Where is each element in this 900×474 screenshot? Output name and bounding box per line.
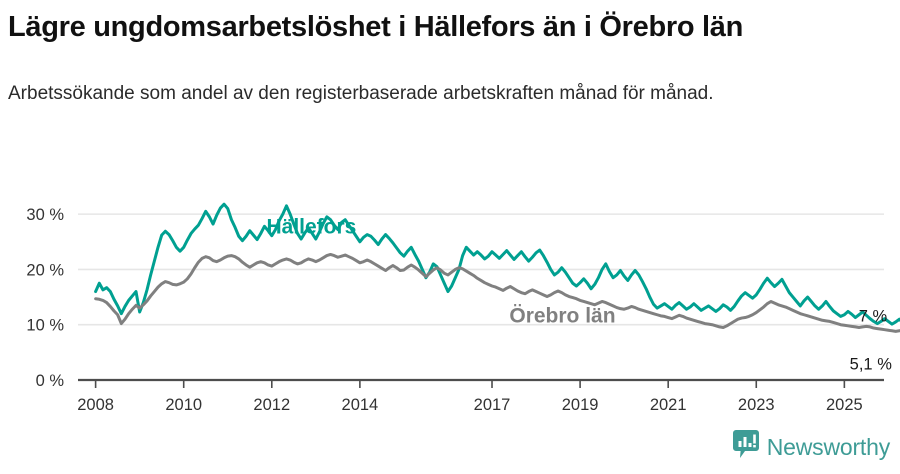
series-label-annotation: Örebro län (509, 304, 615, 327)
x-axis-tick-label: 2023 (738, 396, 775, 414)
x-axis-labels: 2008 2010 2012 2014 2017 2019 2021 2023 2025 (77, 396, 862, 414)
gridlines (78, 213, 884, 326)
y-axis-tick-label: 10 % (26, 317, 64, 335)
y-axis-labels: 0 % 10 % 20 % 30 % (26, 206, 64, 390)
x-axis-tick-label: 2008 (77, 396, 114, 414)
x-axis (78, 378, 884, 388)
x-axis-tick-label: 2021 (650, 396, 687, 414)
x-axis-tick-label: 2010 (165, 396, 202, 414)
x-axis-tick-label: 2014 (342, 396, 379, 414)
chart-container: 0 % 10 % 20 % 30 % 2008 2010 2012 2014 2017 2019… (0, 180, 900, 420)
brand-name: Newsworthy (766, 433, 890, 460)
bar-chart-bubble-icon (732, 430, 759, 464)
value-annotation: 5,1 % (850, 355, 893, 373)
x-axis-tick-label: 2017 (474, 396, 511, 414)
page-title: Lägre ungdomsarbetslöshet i Hällefors än… (8, 11, 744, 43)
brand-footer: Newsworthy (732, 430, 890, 464)
series-lines (94, 202, 900, 333)
y-axis-tick-label: 20 % (26, 261, 64, 279)
x-axis-tick-label: 2012 (253, 396, 290, 414)
y-axis-tick-label: 30 % (26, 206, 64, 224)
chart-annotations: Hällefors Örebro län 7 % 5,1 % (266, 215, 892, 373)
x-axis-tick-label: 2025 (826, 396, 863, 414)
value-annotation: 7 % (859, 307, 888, 325)
series-line-orebro-lan (94, 252, 900, 333)
series-line-hallefors (94, 202, 900, 326)
line-chart: 0 % 10 % 20 % 30 % 2008 2010 2012 2014 2017 2019… (26, 202, 900, 414)
y-axis-tick-label: 0 % (36, 372, 65, 390)
page-subtitle: Arbetssökande som andel av den registerb… (8, 83, 714, 104)
series-label-annotation: Hällefors (266, 215, 356, 238)
x-axis-tick-label: 2019 (562, 396, 599, 414)
